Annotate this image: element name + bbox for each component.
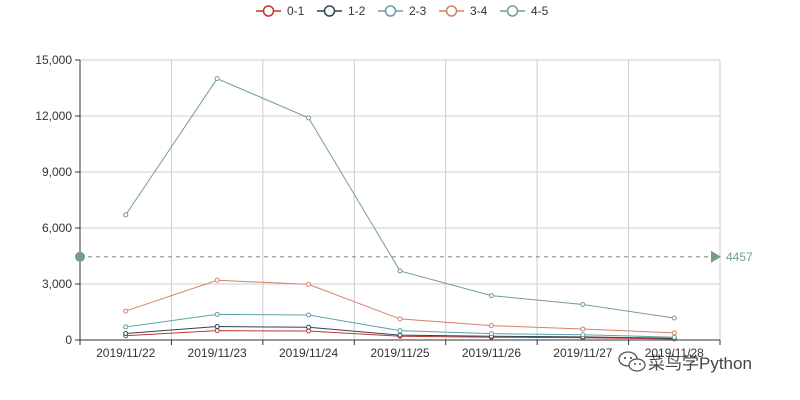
data-point [123, 212, 129, 218]
y-tick-label: 3,000 [42, 277, 72, 291]
y-axis-tick-labels: 0 3,000 6,000 9,000 12,000 15,000 [35, 53, 72, 347]
data-point [397, 328, 403, 334]
y-tick-label: 12,000 [35, 109, 72, 123]
legend-item-1-2[interactable]: 1-2 [317, 4, 366, 18]
watermark-text: 菜鸟学Python [648, 354, 752, 373]
data-point [580, 302, 586, 308]
series-line [125, 78, 675, 319]
data-point [397, 332, 403, 338]
data-point [123, 324, 129, 330]
series-2-3 [123, 311, 677, 340]
data-point [214, 76, 220, 82]
data-point [214, 277, 220, 283]
data-point [580, 326, 586, 332]
gridlines [79, 59, 721, 340]
x-tick-label: 2019/11/24 [279, 346, 338, 360]
legend-marker-icon [506, 5, 519, 17]
data-point [671, 330, 677, 336]
legend-marker-icon [262, 5, 275, 17]
markline-start-symbol [75, 251, 85, 262]
y-tick-label: 15,000 [35, 53, 72, 67]
data-point [488, 293, 494, 299]
data-point [671, 315, 677, 321]
data-point [397, 316, 403, 322]
data-point [123, 330, 129, 336]
axes [75, 59, 721, 345]
legend-label: 0-1 [287, 4, 305, 18]
legend-label: 4-5 [531, 4, 549, 18]
series-line [125, 279, 675, 334]
data-point [488, 323, 494, 329]
data-point [580, 332, 586, 338]
x-tick-label: 2019/11/23 [188, 346, 247, 360]
y-tick-label: 0 [65, 333, 72, 347]
legend-marker-icon [384, 5, 397, 17]
x-tick-label: 2019/11/22 [96, 346, 155, 360]
watermark: 菜鸟学Python [618, 351, 752, 373]
series-lines [123, 76, 677, 342]
x-axis-tick-labels: 2019/11/22 2019/11/23 2019/11/24 2019/11/25… [96, 346, 704, 360]
legend[interactable]: 0-1 1-2 2-3 3-4 4-5 [256, 4, 549, 18]
data-point [306, 281, 312, 287]
average-markline: 4457 [75, 250, 753, 264]
markline-arrow-icon [711, 250, 721, 263]
x-tick-label: 2019/11/27 [553, 346, 612, 360]
data-point [123, 308, 129, 314]
legend-item-0-1[interactable]: 0-1 [256, 4, 305, 18]
data-point [214, 324, 220, 330]
x-tick-label: 2019/11/25 [370, 346, 429, 360]
data-point [397, 268, 403, 274]
series-3-4 [123, 277, 677, 336]
legend-marker-icon [445, 5, 458, 17]
x-tick-label: 2019/11/28 [645, 346, 704, 360]
data-point [306, 115, 312, 121]
data-point [306, 312, 312, 318]
data-point [306, 324, 312, 330]
series-4-5 [123, 76, 677, 321]
data-point [214, 328, 220, 334]
markline-label: 4457 [726, 250, 753, 264]
data-point [671, 334, 677, 340]
legend-item-3-4[interactable]: 3-4 [439, 4, 488, 18]
y-tick-label: 6,000 [42, 221, 72, 235]
legend-marker-icon [323, 5, 336, 17]
x-tick-label: 2019/11/26 [462, 346, 521, 360]
data-point [214, 311, 220, 317]
legend-item-2-3[interactable]: 2-3 [378, 4, 427, 18]
legend-label: 2-3 [409, 4, 427, 18]
legend-item-4-5[interactable]: 4-5 [500, 4, 549, 18]
legend-label: 1-2 [348, 4, 366, 18]
legend-label: 3-4 [470, 4, 488, 18]
y-tick-label: 9,000 [42, 165, 72, 179]
data-point [488, 331, 494, 337]
wechat-icon [618, 351, 646, 372]
